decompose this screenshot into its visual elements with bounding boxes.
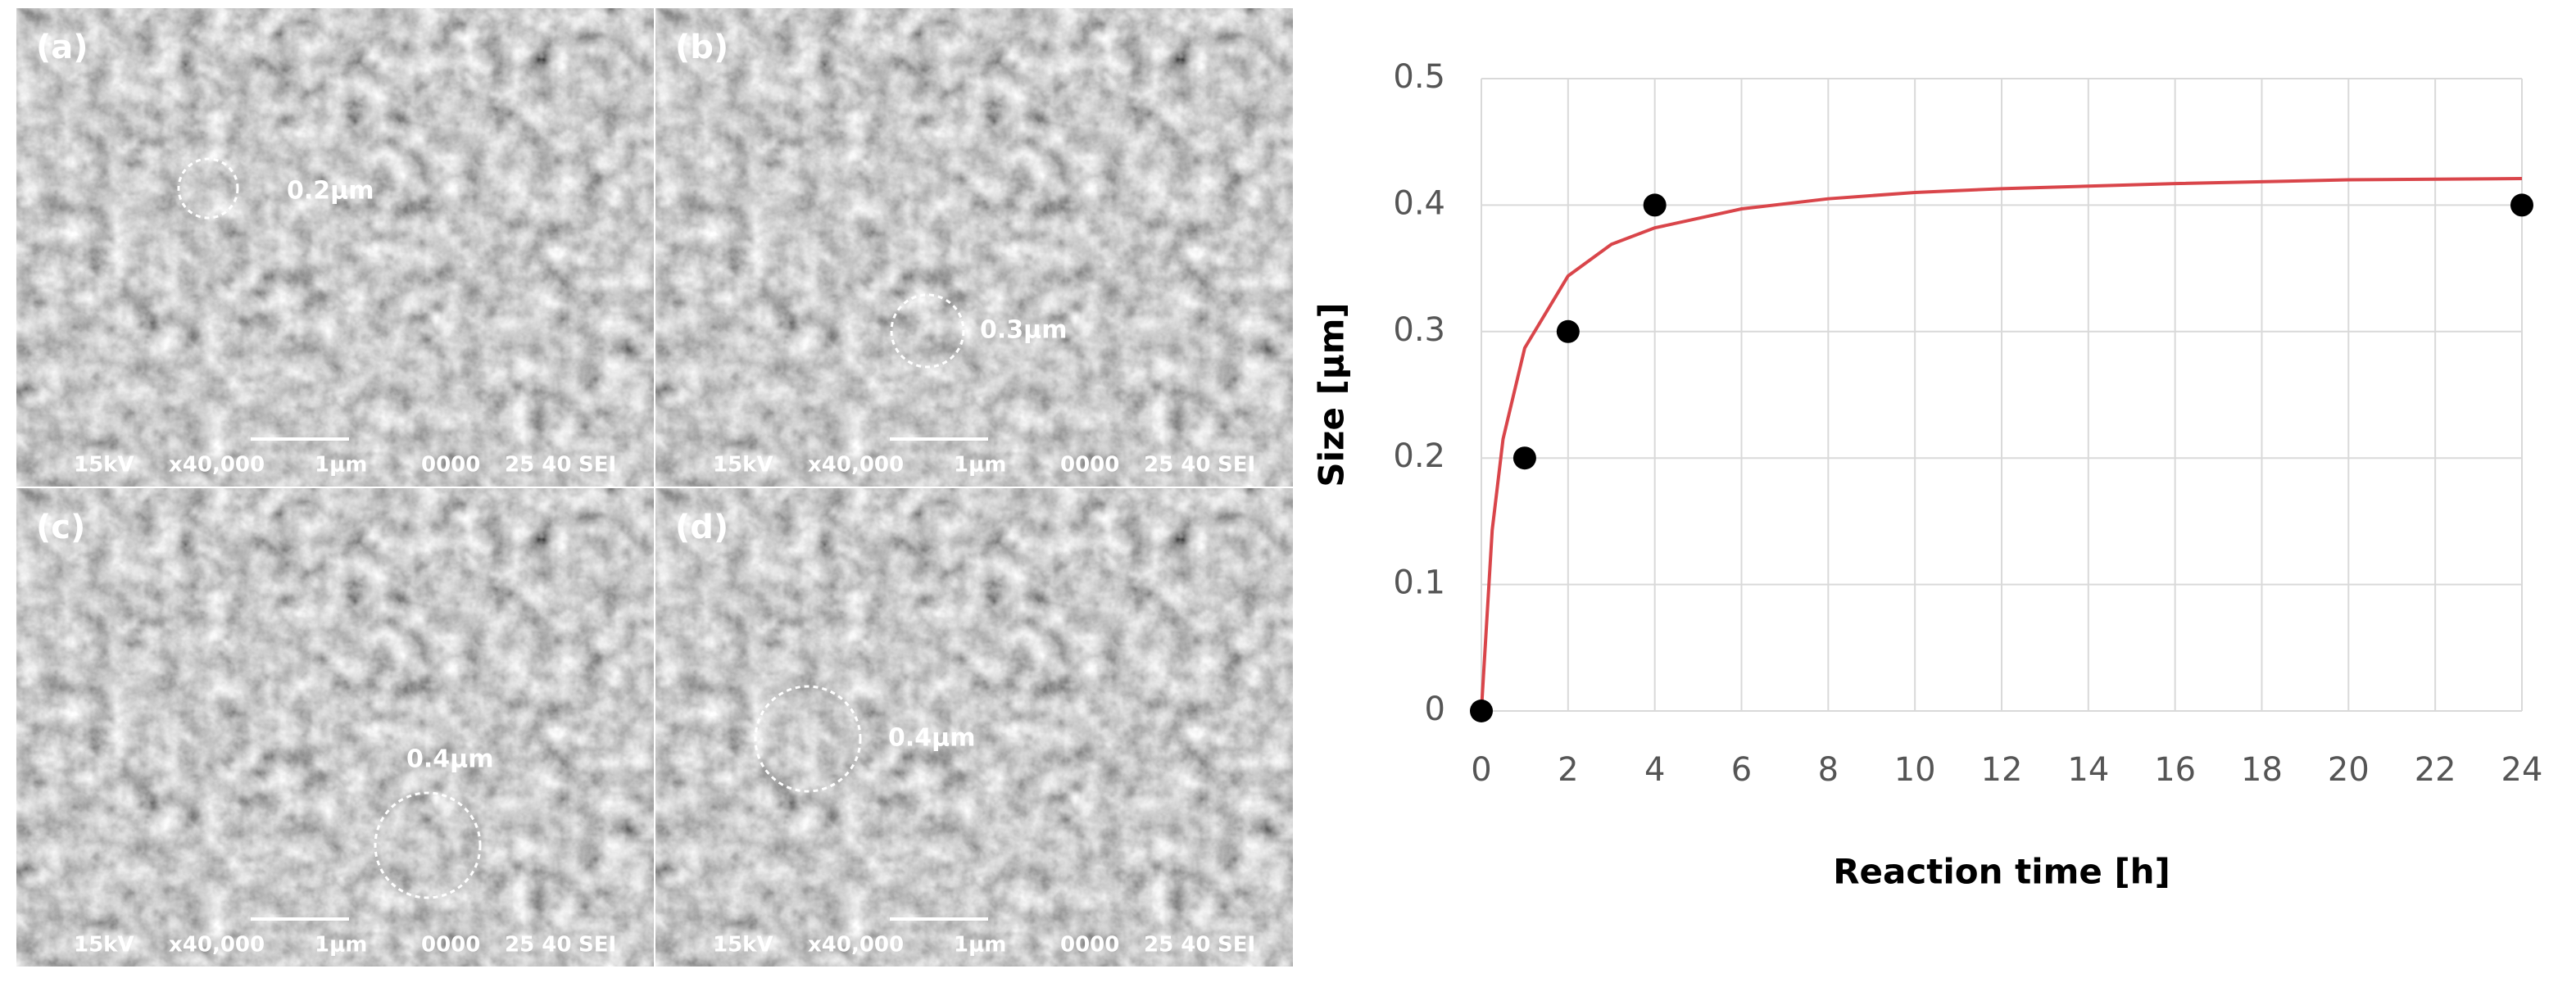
info-text: SEI bbox=[578, 933, 616, 958]
x-axis-title: Reaction time [h] bbox=[1833, 852, 2170, 892]
data-point bbox=[1556, 319, 1580, 343]
sem-panel: (c) 0.4μm 15kV x40,000 1μm 0000 25 40 SEI bbox=[16, 488, 654, 967]
info-text: 25 40 bbox=[505, 933, 571, 958]
sem-panel: (d) 0.4μm 15kV x40,000 1μm 0000 25 40 SEI bbox=[655, 488, 1293, 967]
info-text: 15kV bbox=[74, 933, 134, 958]
info-text: x40,000 bbox=[169, 453, 265, 478]
info-text: SEI bbox=[1218, 933, 1255, 958]
size-label: 0.4μm bbox=[406, 745, 493, 774]
info-text: 25 40 bbox=[505, 453, 571, 478]
y-tick-label: 0.4 bbox=[1393, 184, 1445, 222]
x-tick-label: 18 bbox=[2241, 751, 2283, 789]
sem-image bbox=[655, 8, 1293, 487]
info-text: x40,000 bbox=[169, 933, 265, 958]
particle-circle bbox=[890, 293, 965, 369]
size-label: 0.2μm bbox=[287, 177, 374, 206]
x-tick-label: 20 bbox=[2328, 751, 2370, 789]
info-text: x40,000 bbox=[808, 453, 904, 478]
panel-label: (b) bbox=[675, 29, 728, 66]
sem-panel: (a) 0.2μm 15kV x40,000 1μm 0000 25 40 SEI bbox=[16, 8, 654, 487]
data-point bbox=[1470, 700, 1493, 722]
x-tick-label: 10 bbox=[1894, 751, 1936, 789]
info-text: 15kV bbox=[74, 453, 134, 478]
info-text: SEI bbox=[1218, 453, 1255, 478]
particle-circle bbox=[177, 157, 239, 220]
particle-circle bbox=[754, 685, 862, 793]
sem-panel: (b) 0.3μm 15kV x40,000 1μm 0000 25 40 SEI bbox=[655, 8, 1293, 487]
data-point bbox=[2510, 193, 2533, 217]
data-point bbox=[1643, 193, 1667, 217]
sem-image bbox=[16, 8, 654, 487]
size-label: 0.4μm bbox=[888, 724, 975, 753]
info-text: 25 40 bbox=[1144, 933, 1210, 958]
x-tick-label: 24 bbox=[2501, 751, 2543, 789]
x-tick-label: 0 bbox=[1471, 751, 1491, 789]
info-text: 1μm bbox=[954, 453, 1006, 478]
sem-image bbox=[16, 488, 654, 967]
info-text: 1μm bbox=[315, 453, 367, 478]
info-text: 0000 bbox=[421, 933, 480, 958]
x-tick-label: 14 bbox=[2067, 751, 2109, 789]
x-tick-label: 8 bbox=[1818, 751, 1839, 789]
info-text: x40,000 bbox=[808, 933, 904, 958]
panel-label: (a) bbox=[36, 29, 88, 66]
info-text: 15kV bbox=[713, 933, 773, 958]
x-tick-label: 22 bbox=[2415, 751, 2456, 789]
info-text: 25 40 bbox=[1144, 453, 1210, 478]
panel-label: (d) bbox=[675, 509, 728, 546]
sem-image bbox=[655, 488, 1293, 967]
info-text: 0000 bbox=[1060, 933, 1119, 958]
y-tick-label: 0.1 bbox=[1393, 564, 1445, 602]
x-tick-label: 16 bbox=[2154, 751, 2196, 789]
info-text: 0000 bbox=[421, 453, 480, 478]
y-tick-label: 0.2 bbox=[1393, 437, 1445, 475]
x-tick-label: 2 bbox=[1558, 751, 1578, 789]
fit-curve bbox=[1480, 176, 2523, 712]
y-tick-label: 0.3 bbox=[1393, 311, 1445, 349]
info-text: 15kV bbox=[713, 453, 773, 478]
data-point bbox=[1512, 446, 1536, 470]
y-tick-label: 0.5 bbox=[1393, 58, 1445, 96]
particle-circle bbox=[374, 791, 482, 899]
x-tick-label: 6 bbox=[1731, 751, 1752, 789]
y-axis-title: Size [μm] bbox=[1312, 302, 1352, 487]
info-text: 0000 bbox=[1060, 453, 1119, 478]
size-label: 0.3μm bbox=[980, 316, 1067, 345]
x-tick-label: 12 bbox=[1981, 751, 2023, 789]
info-text: 1μm bbox=[315, 933, 367, 958]
y-tick-label: 0 bbox=[1425, 690, 1445, 728]
info-text: 1μm bbox=[954, 933, 1006, 958]
info-text: SEI bbox=[578, 453, 616, 478]
panel-label: (c) bbox=[36, 509, 85, 546]
x-tick-label: 4 bbox=[1644, 751, 1665, 789]
